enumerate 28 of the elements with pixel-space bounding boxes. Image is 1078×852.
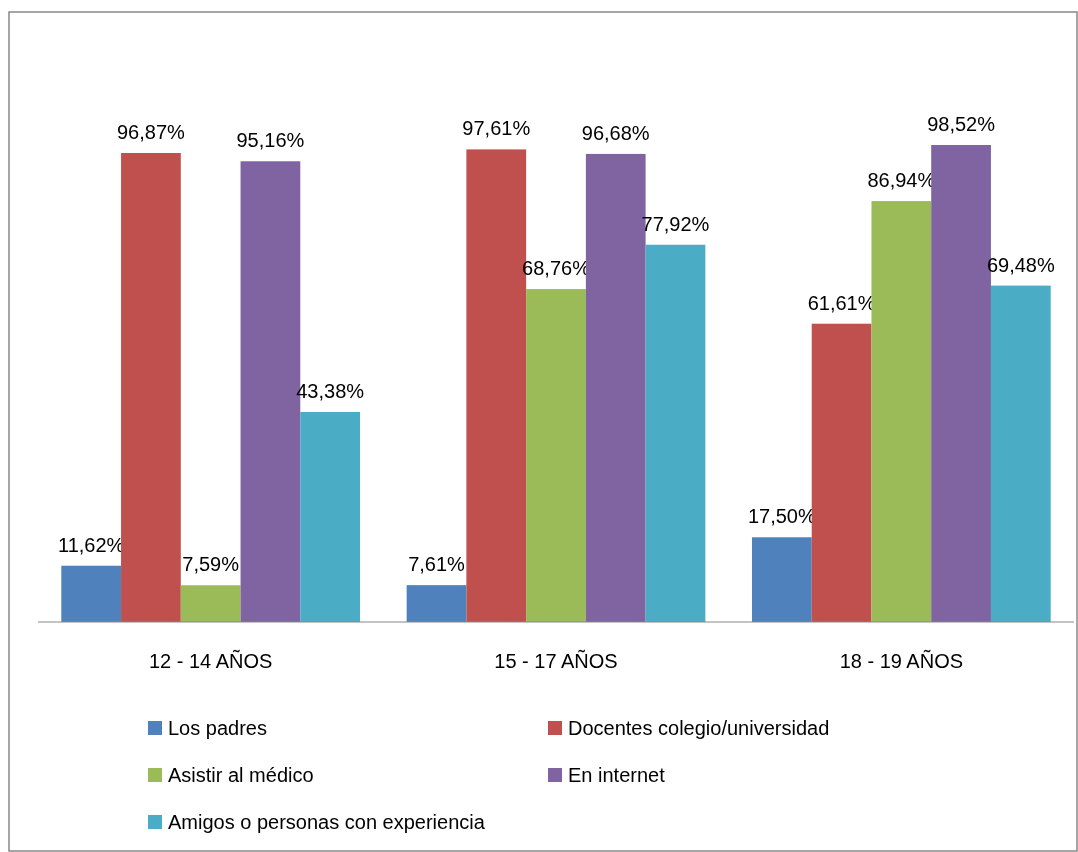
bar	[751, 537, 812, 622]
data-label: 97,61%	[462, 117, 531, 140]
bar	[121, 152, 181, 622]
data-label: 96,68%	[581, 121, 650, 144]
data-label: 7,61%	[408, 553, 466, 576]
data-label: 17,50%	[747, 505, 816, 528]
data-label: 96,87%	[117, 120, 186, 143]
x-tick-label: 12 - 14 AÑOS	[148, 649, 273, 672]
bar	[300, 411, 361, 622]
bar	[645, 244, 706, 622]
data-label: 95,16%	[236, 129, 305, 152]
bar	[61, 565, 122, 622]
data-label: 86,94%	[867, 169, 936, 192]
bar	[990, 285, 1051, 622]
bar	[526, 289, 586, 622]
x-tick-label: 18 - 19 AÑOS	[839, 649, 964, 672]
legend-label: Docentes colegio/universidad	[568, 717, 830, 739]
x-tick-label: 15 - 17 AÑOS	[494, 649, 618, 672]
bar	[180, 585, 241, 622]
bar	[871, 201, 932, 622]
data-label: 7,59%	[182, 553, 240, 576]
legend-label: En internet	[568, 764, 666, 786]
bar	[811, 323, 872, 622]
legend-label: Asistir al médico	[168, 764, 314, 786]
data-label: 98,52%	[927, 113, 996, 135]
legend-label: Los padres	[168, 717, 267, 739]
legend-label: Amigos o personas con experiencia	[168, 811, 486, 833]
bar	[406, 585, 467, 622]
